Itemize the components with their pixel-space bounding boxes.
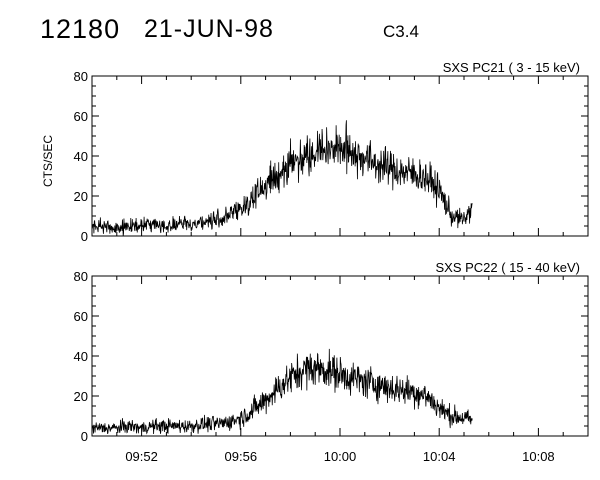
plot-frame [91,275,589,437]
y-tick-label: 40 [74,149,88,164]
y-tick-label: 60 [74,109,88,124]
panel-title: SXS PC21 ( 3 - 15 keV) [443,60,580,75]
flare-class: C3.4 [383,22,419,41]
x-tick-label: 09:52 [125,449,158,464]
y-tick-label: 60 [74,309,88,324]
y-tick-label: 20 [74,189,88,204]
event-date: 21-JUN-98 [144,15,274,43]
x-tick-label: 10:08 [522,449,555,464]
chart-pc22: 0 20 40 60 80 09:52 09:56 10:00 10:04 10:08 SXS PC… [74,260,589,464]
y-tick-label: 20 [74,389,88,404]
series-line-0 [91,348,473,435]
chart-pc21: 0 20 40 60 80 SXS PC21 ( 3 - 15 keV) CTS/SEC [41,60,589,244]
y-tick-label: 40 [74,349,88,364]
series-line-0 [91,120,473,237]
x-tick-label: 10:00 [324,449,357,464]
page-header: 12180 21-JUN-98 C3.4 [0,0,600,60]
y-tick-label: 0 [81,429,88,444]
y-tick-label: 80 [74,69,88,84]
event-id: 12180 [40,14,121,44]
panel-title: SXS PC22 ( 15 - 40 keV) [435,260,580,275]
x-tick-label: 09:56 [225,449,258,464]
y-axis-label: CTS/SEC [41,135,55,187]
x-tick-label: 10:04 [423,449,456,464]
y-tick-label: 0 [81,229,88,244]
y-tick-label: 80 [74,269,88,284]
